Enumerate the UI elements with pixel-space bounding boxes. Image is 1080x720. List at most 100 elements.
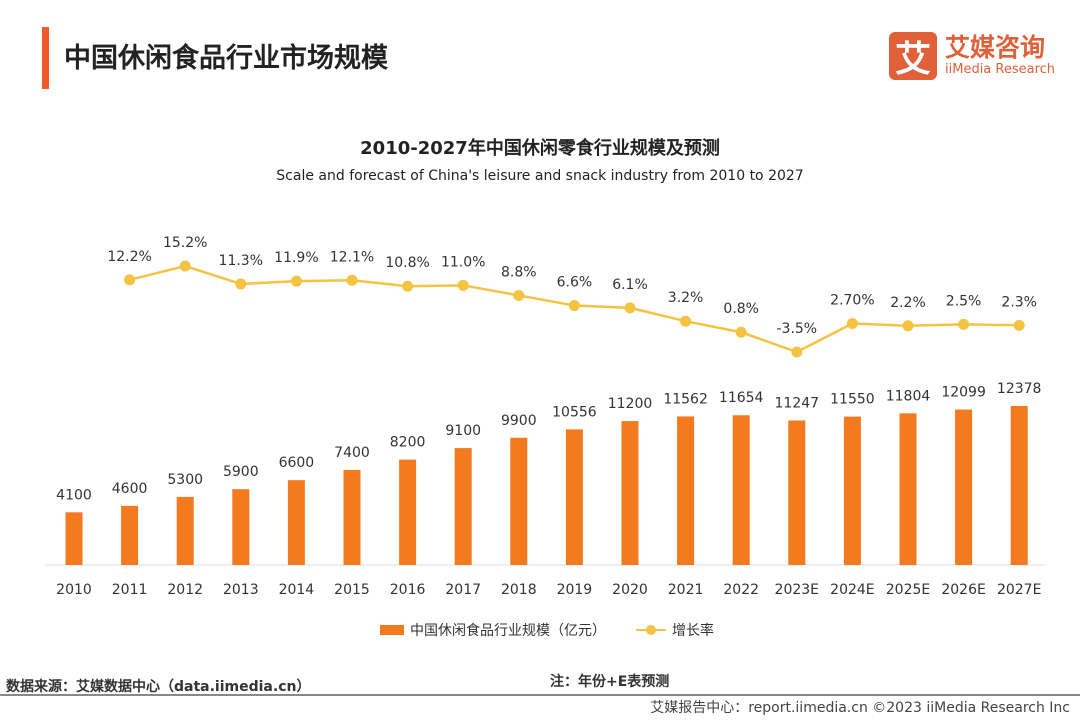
bar-label-2023E: 11247 (775, 395, 820, 411)
footer-divider (0, 694, 1080, 696)
bar-2012 (176, 496, 194, 565)
growth-label-2023E: -3.5% (776, 321, 817, 337)
bar-2027E (1010, 405, 1028, 565)
growth-point-2014 (290, 275, 302, 287)
bar-2024E (843, 416, 861, 565)
growth-label-2014: 11.9% (274, 250, 318, 266)
growth-point-2011 (124, 274, 136, 286)
bar-2010 (65, 512, 83, 565)
bar-label-2014: 6600 (279, 455, 315, 471)
chart-subtitle: Scale and forecast of China's leisure an… (276, 168, 804, 184)
chart-title: 2010-2027年中国休闲零食行业规模及预测 (360, 138, 720, 159)
x-tick-2027E: 2027E (997, 582, 1041, 598)
chart-canvas: 4100 2010 4600 2011 5300 2012 5900 2013 6600 2014… (45, 235, 1045, 598)
x-tick-2020: 2020 (612, 582, 648, 598)
footer-text: 艾媒报告中心：report.iimedia.cn ©2023 iiMedia R… (650, 700, 1070, 716)
bar-2026E (955, 409, 973, 565)
growth-point-2019 (568, 300, 580, 312)
growth-label-2027E: 2.3% (1001, 294, 1037, 310)
bar-label-2018: 9900 (501, 413, 537, 429)
bar-2025E (899, 413, 917, 565)
x-tick-2021: 2021 (668, 582, 704, 598)
growth-point-2022 (735, 326, 747, 338)
bar-2020 (621, 421, 639, 565)
x-tick-2014: 2014 (279, 582, 315, 598)
growth-label-2025E: 2.2% (890, 295, 926, 311)
growth-point-2016 (402, 280, 414, 292)
x-tick-2022: 2022 (723, 582, 759, 598)
x-tick-2015: 2015 (334, 582, 370, 598)
legend-line-swatch (636, 625, 666, 635)
bar-label-2012: 5300 (167, 472, 203, 488)
growth-point-2023E (791, 346, 803, 358)
growth-label-2018: 8.8% (501, 264, 537, 280)
x-tick-2018: 2018 (501, 582, 537, 598)
bar-label-2011: 4600 (112, 481, 148, 497)
growth-label-2019: 6.6% (557, 275, 593, 291)
bar-label-2019: 10556 (552, 404, 597, 420)
title-accent-bar (42, 27, 49, 89)
page-title: 中国休闲食品行业市场规模 (64, 43, 388, 74)
bar-label-2017: 9100 (445, 423, 481, 439)
x-tick-2010: 2010 (56, 582, 92, 598)
growth-point-2025E (902, 320, 914, 332)
x-tick-2011: 2011 (112, 582, 148, 598)
growth-label-2015: 12.1% (330, 249, 374, 265)
bar-label-2026E: 12099 (941, 385, 986, 401)
bar-2022 (732, 415, 750, 565)
x-tick-2017: 2017 (445, 582, 481, 598)
growth-label-2026E: 2.5% (946, 293, 982, 309)
growth-label-2016: 10.8% (385, 255, 429, 271)
growth-point-2017 (457, 279, 469, 291)
bar-2018 (510, 437, 528, 565)
growth-label-2011: 12.2% (107, 249, 151, 265)
bar-2023E (788, 420, 806, 565)
bar-label-2025E: 11804 (886, 388, 931, 404)
x-tick-2012: 2012 (167, 582, 203, 598)
bar-label-2016: 8200 (390, 435, 426, 451)
note-text: 注：年份+E表预测 (550, 674, 670, 690)
bar-2016 (399, 459, 417, 565)
logo-en: iiMedia Research (945, 62, 1056, 77)
x-tick-2016: 2016 (390, 582, 426, 598)
bar-2019 (565, 429, 583, 565)
growth-point-2024E (846, 318, 858, 329)
x-tick-2013: 2013 (223, 582, 259, 598)
growth-point-2015 (346, 274, 358, 286)
legend: 中国休闲食品行业规模（亿元） 增长率 (380, 620, 714, 640)
bar-label-2013: 5900 (223, 464, 259, 480)
growth-label-2017: 11.0% (441, 254, 485, 270)
growth-point-2012 (179, 260, 191, 272)
iimedia-logo: 艾 艾媒咨询 iiMedia Research (889, 32, 1055, 80)
growth-point-2013 (235, 278, 247, 290)
bar-2013 (232, 489, 250, 565)
source-text: 数据来源：艾媒数据中心（data.iimedia.cn） (6, 679, 311, 695)
bar-label-2024E: 11550 (830, 392, 875, 408)
growth-label-2022: 0.8% (723, 301, 759, 317)
growth-label-2024E: 2.70% (830, 293, 874, 309)
legend-bar-swatch (380, 625, 404, 635)
bar-label-2010: 4100 (56, 487, 92, 503)
growth-label-2012: 15.2% (163, 235, 207, 251)
x-tick-2024E: 2024E (830, 582, 874, 598)
bar-2011 (121, 505, 139, 565)
x-tick-2023E: 2023E (775, 582, 819, 598)
legend-line-label: 增长率 (672, 623, 714, 639)
growth-label-2020: 6.1% (612, 277, 648, 293)
growth-label-2013: 11.3% (219, 253, 263, 269)
growth-point-2020 (624, 302, 636, 314)
x-tick-2019: 2019 (557, 582, 593, 598)
growth-point-2027E (1013, 319, 1025, 331)
growth-point-2026E (958, 318, 970, 330)
x-tick-2026E: 2026E (941, 582, 985, 598)
bar-2014 (287, 480, 305, 565)
logo-cn: 艾媒咨询 (945, 33, 1046, 62)
legend-bar-label: 中国休闲食品行业规模（亿元） (410, 623, 606, 639)
bar-label-2020: 11200 (608, 396, 653, 412)
bar-2021 (677, 416, 695, 565)
bar-2015 (343, 469, 361, 565)
growth-point-2021 (680, 315, 692, 327)
bar-label-2022: 11654 (719, 390, 764, 406)
growth-label-2021: 3.2% (668, 290, 704, 306)
logo-mark: 艾 (889, 32, 937, 80)
